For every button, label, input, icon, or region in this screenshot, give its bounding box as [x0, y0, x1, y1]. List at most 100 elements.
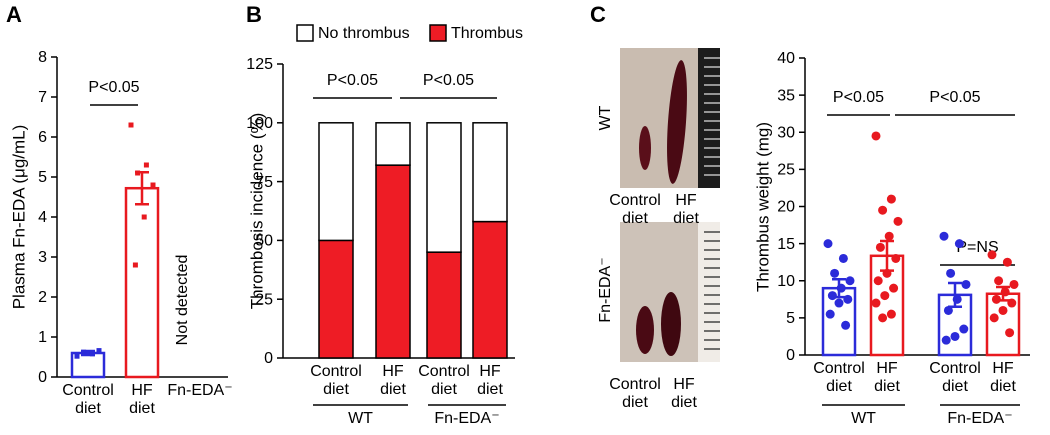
legend-swatch: [296, 24, 314, 42]
data-point: [891, 253, 901, 263]
y-axis-label: Thrombus weight (mg): [753, 122, 772, 292]
data-point: [841, 320, 851, 330]
y-tick-label: 25: [777, 162, 795, 179]
annotation: Not detected: [174, 255, 191, 346]
group-label: WT: [348, 410, 373, 427]
data-point: [823, 239, 833, 249]
bar-segment: [318, 239, 354, 359]
data-point: [827, 291, 837, 301]
y-tick-label: 0: [786, 347, 795, 364]
data-point: [96, 348, 102, 354]
legend-swatch: [429, 24, 447, 42]
panel-label: B: [246, 2, 262, 27]
bar-segment: [375, 164, 411, 359]
data-point: [943, 305, 953, 315]
y-tick-label: 4: [38, 209, 47, 226]
data-point: [961, 279, 971, 289]
y-tick-label: 35: [777, 87, 795, 104]
photo-wt: [620, 48, 720, 188]
y-tick-label: 3: [38, 249, 47, 266]
data-point: [954, 239, 964, 249]
significance-label: P<0.05: [327, 72, 378, 89]
significance-label: P<0.05: [423, 72, 474, 89]
data-point: [889, 283, 899, 293]
data-point: [998, 305, 1008, 315]
panel-label: C: [590, 2, 606, 27]
data-point: [825, 309, 835, 319]
data-point: [74, 353, 80, 359]
bar-segment: [472, 122, 508, 223]
y-tick-label: 50: [255, 233, 273, 250]
y-tick-label: 2: [38, 289, 47, 306]
y-tick-label: 20: [777, 199, 795, 216]
data-point: [886, 309, 896, 319]
y-tick-label: 100: [246, 115, 273, 132]
legend-label: Thrombus: [451, 25, 523, 42]
data-point: [875, 242, 885, 252]
error-bar: [880, 239, 894, 272]
group-label: Fn-EDA⁻: [947, 410, 1012, 427]
photo-row-label: WT: [597, 105, 614, 130]
data-point: [845, 276, 855, 286]
data-point: [1002, 257, 1012, 267]
data-point: [830, 268, 840, 278]
significance-label: P<0.05: [88, 79, 139, 96]
bar-segment: [426, 122, 462, 253]
data-point: [941, 335, 951, 345]
data-point: [128, 122, 134, 128]
data-point: [989, 313, 999, 323]
data-point: [150, 182, 156, 188]
y-tick-label: 0: [38, 369, 47, 386]
y-axis-label: Thrombosis incidence (%): [247, 113, 266, 310]
error-bar: [996, 285, 1010, 302]
data-point: [878, 313, 888, 323]
y-tick-label: 40: [777, 50, 795, 67]
data-point: [959, 324, 969, 334]
data-point: [884, 231, 894, 241]
bar-segment: [426, 251, 462, 359]
significance-label: P<0.05: [833, 89, 884, 106]
y-axis-label: Plasma Fn-EDA (μg/mL): [9, 125, 28, 310]
data-point: [838, 253, 848, 263]
y-tick-label: 75: [255, 174, 273, 191]
y-tick-label: 1: [38, 329, 47, 346]
data-point: [994, 276, 1004, 286]
data-point: [893, 216, 903, 226]
data-point: [886, 194, 896, 204]
bar-segment: [375, 122, 411, 166]
error-bar: [135, 170, 149, 206]
photo-fn-eda: [620, 222, 720, 362]
y-tick-label: 6: [38, 129, 47, 146]
data-point: [87, 350, 93, 356]
data-point: [950, 331, 960, 341]
data-point: [141, 214, 147, 220]
data-point: [987, 250, 997, 260]
error-bar: [81, 349, 95, 357]
significance-label: P=NS: [956, 239, 998, 256]
data-point: [880, 291, 890, 301]
data-point: [873, 276, 883, 286]
y-tick-label: 15: [777, 236, 795, 253]
significance-label: P<0.05: [929, 89, 980, 106]
y-tick-label: 0: [264, 350, 273, 367]
y-tick-label: 7: [38, 89, 47, 106]
y-tick-label: 125: [246, 56, 273, 73]
bar-segment: [472, 220, 508, 359]
y-tick-label: 30: [777, 124, 795, 141]
bar: [124, 186, 160, 379]
data-point: [871, 298, 881, 308]
y-tick-label: 5: [38, 169, 47, 186]
panel-label: A: [6, 2, 22, 27]
y-tick-label: 25: [255, 291, 273, 308]
y-tick-label: 8: [38, 49, 47, 66]
data-point: [834, 298, 844, 308]
data-point: [939, 231, 949, 241]
data-point: [1009, 279, 1019, 289]
photo-row-label: Fn-EDA⁻: [597, 257, 614, 322]
bar-segment: [318, 122, 354, 242]
y-tick-label: 10: [777, 273, 795, 290]
data-point: [143, 162, 149, 168]
data-point: [878, 205, 888, 215]
group-label: WT: [851, 410, 876, 427]
